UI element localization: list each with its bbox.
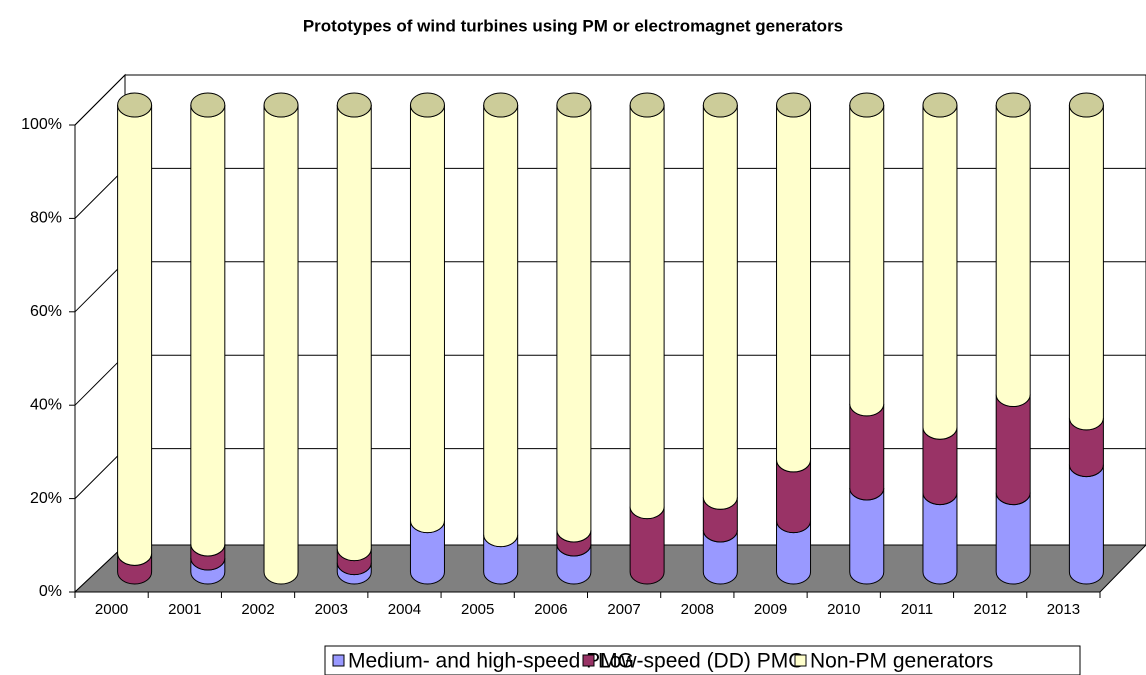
x-tick-label: 2009 — [754, 601, 787, 618]
x-tick-label: 2008 — [681, 601, 714, 618]
cylinder-segment — [629, 104, 665, 520]
cylinder-segment — [995, 394, 1031, 506]
legend-label: Medium- and high-speed PMG — [348, 650, 634, 673]
cylinder-segment — [556, 104, 592, 543]
y-tick-label: 80% — [30, 210, 62, 227]
legend-label: Low-speed (DD) PMG — [598, 650, 805, 673]
x-tick-label: 2000 — [95, 601, 128, 618]
cylinder-top — [1068, 92, 1104, 118]
x-tick-label: 2013 — [1047, 601, 1080, 618]
cylinder-top — [117, 92, 153, 118]
y-tick-label: 60% — [30, 303, 62, 320]
y-tick-label: 100% — [21, 116, 62, 133]
floor — [73, 544, 1146, 593]
cylinder-top — [776, 92, 812, 118]
legend-swatch — [582, 654, 595, 667]
cylinder-segment — [849, 487, 885, 585]
cylinder-segment — [922, 104, 958, 440]
y-tick-label: 40% — [30, 396, 62, 413]
x-tick-label: 2004 — [388, 601, 421, 618]
cylinder-top — [336, 92, 372, 118]
cylinder-segment — [849, 403, 885, 501]
cylinder-segment — [117, 104, 153, 566]
cylinder-top — [409, 92, 445, 118]
y-tick-label: 20% — [30, 490, 62, 507]
cylinder-top — [263, 92, 299, 118]
cylinder-top — [849, 92, 885, 118]
cylinder-segment — [1068, 104, 1104, 431]
legend-label: Non-PM generators — [810, 650, 993, 673]
cylinder-segment — [849, 104, 885, 417]
cylinder-top — [702, 92, 738, 118]
legend — [324, 645, 1081, 675]
cylinder-segment — [190, 104, 226, 557]
grid-line — [74, 74, 1146, 126]
cylinder-segment — [702, 104, 738, 510]
y-tick-label: 0% — [39, 583, 62, 600]
legend-swatch — [794, 654, 807, 667]
cylinder-top — [483, 92, 519, 118]
cylinder-segment — [776, 104, 812, 473]
cylinder-segment — [483, 104, 519, 548]
x-tick-label: 2006 — [534, 601, 567, 618]
cylinder-top — [995, 92, 1031, 118]
x-tick-label: 2003 — [315, 601, 348, 618]
x-tick-label: 2001 — [168, 601, 201, 618]
cylinder-top — [629, 92, 665, 118]
x-tick-label: 2011 — [901, 601, 933, 618]
cylinder-segment — [409, 104, 445, 534]
x-tick-label: 2005 — [461, 601, 494, 618]
cylinder-top — [190, 92, 226, 118]
x-tick-label: 2002 — [241, 601, 274, 618]
x-tick-label: 2012 — [973, 601, 1006, 618]
chart-title: Prototypes of wind turbines using PM or … — [303, 16, 843, 35]
legend-swatch — [332, 654, 345, 667]
cylinder-segment — [263, 104, 299, 585]
cylinder-segment — [922, 492, 958, 585]
cylinder-segment — [336, 104, 372, 562]
cylinder-top — [922, 92, 958, 118]
cylinder-segment — [1068, 464, 1104, 585]
x-tick-label: 2010 — [827, 601, 860, 618]
cylinder-top — [556, 92, 592, 118]
x-tick-label: 2007 — [607, 601, 640, 618]
cylinder-segment — [995, 104, 1031, 408]
cylinder-segment — [995, 492, 1031, 585]
